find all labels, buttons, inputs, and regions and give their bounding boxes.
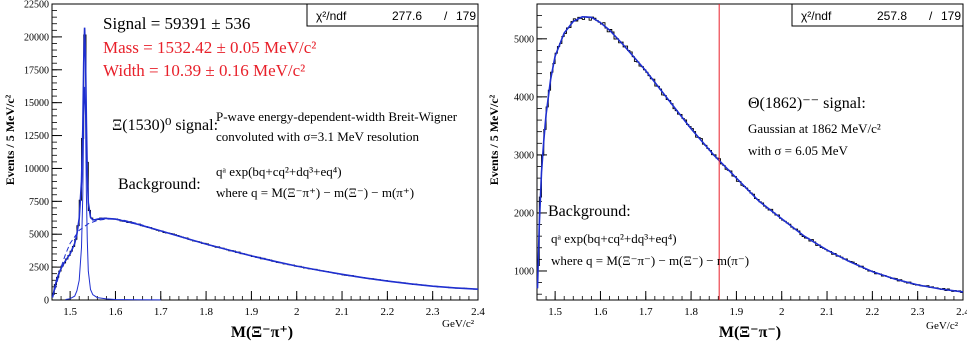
right-x-tick-label: 2 (779, 306, 785, 318)
left-plot-frame (51, 3, 479, 301)
left-xi-label: Ξ(1530)⁰ signal: (112, 117, 218, 134)
right-gauss1: Gaussian at 1862 MeV/c² (748, 121, 881, 136)
left-x-tick-label: 2.2 (380, 306, 394, 318)
left-y-tick-label: 12500 (24, 131, 49, 142)
left-bg-label: Background: (118, 176, 201, 193)
right-x-tick-label: 2.2 (865, 306, 879, 318)
right-x-unit: GeV/c² (926, 320, 959, 332)
left-mass-text: Mass = 1532.42 ± 0.05 MeV/c² (103, 38, 316, 57)
right-stats-box: χ²/ndf 257.8 / 179 (791, 3, 964, 27)
left-fit-curve (51, 27, 479, 298)
left-x-tick-label: 1.8 (199, 306, 213, 318)
right-plot-frame (536, 3, 964, 301)
left-stats-label: χ²/ndf (316, 9, 347, 23)
left-y-tick-label: 10000 (24, 164, 49, 175)
left-signal-curve (65, 86, 161, 301)
right-y-label: Events / 5 MeV/c² (487, 94, 501, 185)
left-x-tick-label: 1.9 (245, 306, 259, 318)
right-bg-formula: qᵃ exp(bq+cq²+dq³+eq⁴) (551, 231, 677, 246)
left-y-tick-label: 2500 (29, 263, 49, 274)
right-x-tick-label: 1.6 (594, 306, 608, 318)
right-y-tick-label: 2000 (514, 208, 534, 219)
right-stats-label: χ²/ndf (801, 9, 832, 23)
left-curves (51, 27, 479, 301)
right-x-tick-label: 2.3 (911, 306, 925, 318)
left-desc2: convoluted with σ=3.1 MeV resolution (216, 129, 419, 144)
left-y-tick-label: 15000 (24, 98, 49, 109)
right-y-tick-label: 5000 (514, 34, 534, 45)
left-y-tick-label: 22500 (24, 0, 49, 11)
left-x-tick-label: 2 (294, 306, 300, 318)
right-x-tick-label: 2.4 (956, 306, 967, 318)
left-y-tick-label: 7500 (29, 197, 49, 208)
left-axes: 1.5 1.6 1.7 1.8 1.9 2 2.1 2.2 2.3 2.4 0 2500 5000 750… (24, 0, 485, 318)
left-y-tick-label: 5000 (29, 230, 49, 241)
left-stats-ndf: 179 (456, 9, 476, 23)
right-x-tick-label: 1.9 (730, 306, 744, 318)
left-x-tick-label: 1.6 (109, 306, 123, 318)
left-x-label: M(Ξ⁻π⁺) (231, 324, 293, 341)
right-stats-ndf: 179 (941, 9, 961, 23)
left-width-text: Width = 10.39 ± 0.16 MeV/c² (103, 61, 305, 80)
left-bg-formula: qᵃ exp(bq+cq²+dq³+eq⁴) (216, 164, 342, 179)
right-axes: 1.5 1.6 1.7 1.8 1.9 2 2.1 2.2 2.3 2.4 1000 2000 3000… (514, 3, 967, 318)
right-curves (536, 4, 964, 300)
left-background-curve (52, 218, 207, 298)
right-y-tick-label: 4000 (514, 92, 534, 103)
left-x-tick-label: 2.4 (471, 306, 485, 318)
right-fit-curve (536, 15, 964, 293)
right-bg-label: Background: (548, 203, 631, 220)
left-stats-box: χ²/ndf 277.6 / 179 (306, 3, 479, 27)
left-stats-sep: / (444, 9, 448, 23)
left-signal-text: Signal = 59391 ± 536 (103, 14, 250, 33)
left-x-unit: GeV/c² (442, 318, 475, 330)
left-y-tick-label: 20000 (24, 32, 49, 43)
right-gauss2: with σ = 6.05 MeV (748, 143, 849, 158)
left-x-tick-label: 1.5 (63, 306, 77, 318)
right-y-tick-label: 3000 (514, 150, 534, 161)
left-x-tick-label: 1.7 (154, 306, 168, 318)
right-x-tick-label: 1.5 (548, 306, 562, 318)
left-stats-chi2: 277.6 (392, 9, 422, 23)
left-bg-where: where q = M(Ξ⁻π⁺) − m(Ξ⁻) − m(π⁺) (216, 185, 414, 200)
left-x-tick-label: 2.1 (335, 306, 349, 318)
right-x-label: M(Ξ⁻π⁻) (719, 324, 781, 341)
right-x-tick-label: 1.8 (684, 306, 698, 318)
right-stats-chi2: 257.8 (877, 9, 907, 23)
left-y-label: Events / 5 MeV/c² (3, 94, 17, 185)
left-y-tick-label: 0 (44, 296, 49, 307)
right-bg-where: where q = M(Ξ⁻π⁻) − m(Ξ⁻) − m(π⁻) (551, 253, 749, 268)
right-x-tick-label: 2.1 (820, 306, 834, 318)
left-y-tick-label: 17500 (24, 65, 49, 76)
right-x-tick-label: 1.7 (639, 306, 653, 318)
right-y-tick-label: 1000 (514, 266, 534, 277)
left-x-tick-label: 2.3 (426, 306, 440, 318)
right-theta-label: Θ(1862)⁻⁻ signal: (748, 95, 866, 112)
right-panel: 1.5 1.6 1.7 1.8 1.9 2 2.1 2.2 2.3 2.4 1000 2000 3000… (487, 3, 967, 341)
left-desc1: P-wave energy-dependent-width Breit-Wign… (216, 109, 458, 124)
right-stats-sep: / (929, 9, 933, 23)
left-panel: 1.5 1.6 1.7 1.8 1.9 2 2.1 2.2 2.3 2.4 0 2500 5000 750… (3, 0, 485, 341)
